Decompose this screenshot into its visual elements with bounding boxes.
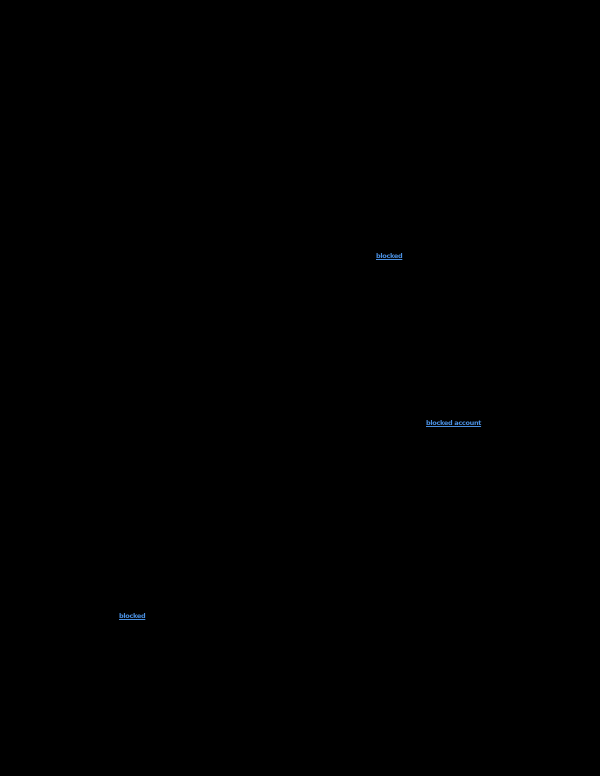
hyperlink-blocked-account-middle[interactable]: blocked account — [426, 419, 482, 427]
hyperlink-blocked-bottom[interactable]: blocked — [119, 612, 146, 620]
hyperlink-blocked-top[interactable]: blocked — [376, 252, 403, 260]
